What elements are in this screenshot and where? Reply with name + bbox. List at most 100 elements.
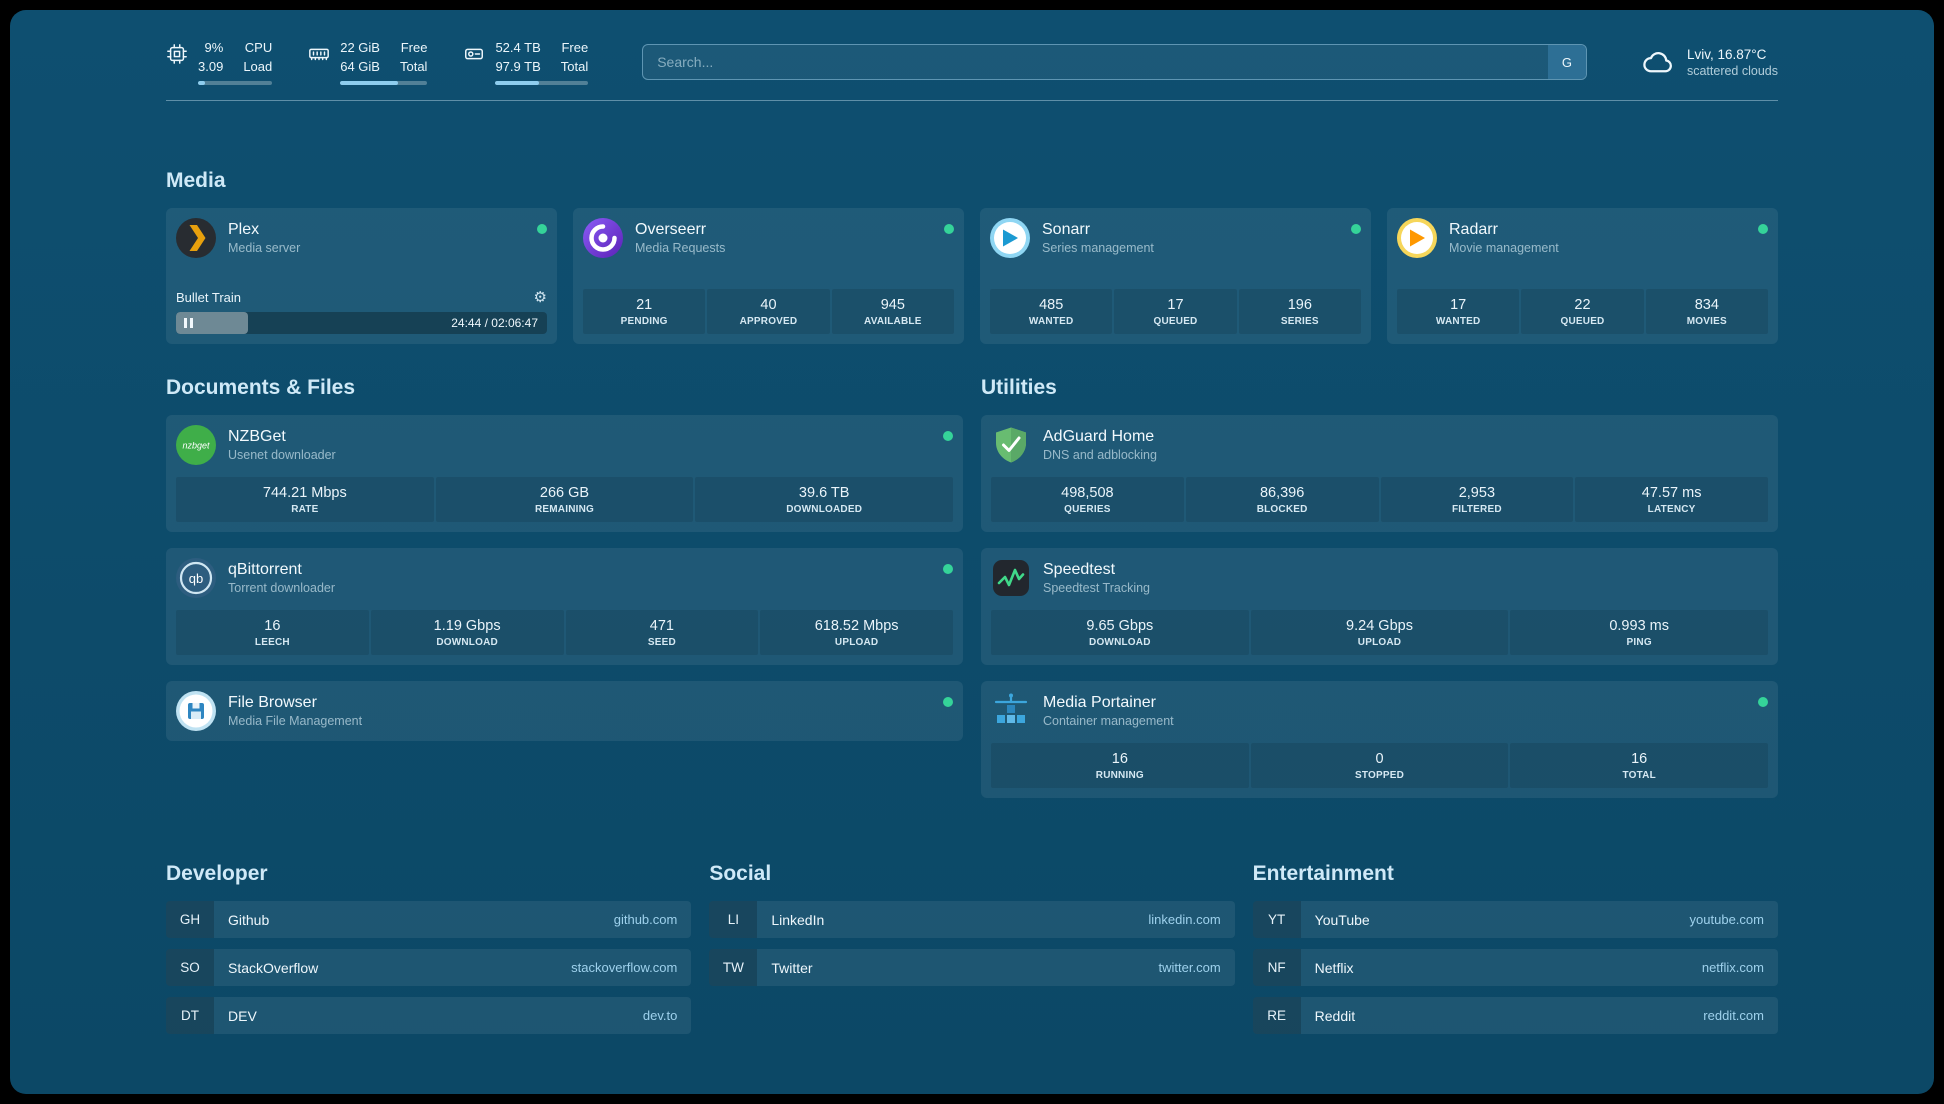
service-name: Plex xyxy=(228,221,260,238)
bookmark-name: Reddit xyxy=(1314,1007,1356,1024)
service-card-speedtest[interactable]: Speedtest Speedtest Tracking 9.65 Gbps D… xyxy=(981,548,1778,665)
bookmark-netflix[interactable]: NF Netflix netflix.com xyxy=(1252,949,1778,986)
service-name: NZBGet xyxy=(228,428,286,445)
memory-labels: Free Total xyxy=(400,39,427,77)
section-title-media: Media xyxy=(166,169,226,192)
service-description: Media File Management xyxy=(228,714,363,728)
status-dot xyxy=(943,431,953,441)
disk-labels: Free Total xyxy=(561,39,588,77)
stat: 196 SERIES xyxy=(1238,289,1361,334)
bookmark-name: YouTube xyxy=(1314,911,1370,928)
search-input[interactable] xyxy=(642,44,1587,80)
service-name: Sonarr xyxy=(1042,221,1091,238)
memory-free-label: Free xyxy=(400,40,428,56)
stat: 0.993 ms PING xyxy=(1510,610,1769,655)
bookmark-youtube[interactable]: YT YouTube youtube.com xyxy=(1252,901,1778,938)
bookmark-domain: netflix.com xyxy=(1701,960,1764,975)
service-stats: 744.21 Mbps RATE 266 GB REMAINING 39.6 T… xyxy=(176,477,954,522)
memory-total: 64 GiB xyxy=(340,59,380,74)
weather-condition: scattered clouds xyxy=(1686,63,1778,78)
developer-section: Developer GH Github github.com SO StackO… xyxy=(166,862,692,1034)
gear-icon[interactable]: ⚙ xyxy=(533,289,547,306)
sonarr-icon xyxy=(990,218,1030,258)
stat: 945 AVAILABLE xyxy=(831,289,954,334)
service-card-file-browser[interactable]: File Browser Media File Management xyxy=(166,681,963,741)
overseerr-icon xyxy=(583,218,623,258)
stat: 498,508 QUERIES xyxy=(991,477,1184,522)
bookmark-reddit[interactable]: RE Reddit reddit.com xyxy=(1252,997,1778,1034)
now-playing-title: Bullet Train xyxy=(176,290,242,305)
service-card-media-portainer[interactable]: Media Portainer Container management 16 … xyxy=(981,681,1778,798)
bookmark-domain: github.com xyxy=(613,912,678,927)
service-card-overseerr[interactable]: Overseerr Media Requests 21 PENDING 40 A… xyxy=(573,208,964,344)
service-card-plex[interactable]: Plex Media server Bullet Train ⚙ 24:44 /… xyxy=(166,208,557,344)
service-stats: 16 RUNNING 0 STOPPED 16 TOTAL xyxy=(991,743,1769,788)
service-name: File Browser xyxy=(228,694,317,711)
memory-progress-bar xyxy=(340,80,428,85)
service-card-radarr[interactable]: Radarr Movie management 17 WANTED 22 QUE… xyxy=(1387,208,1778,344)
bookmark-linkedin[interactable]: LI LinkedIn linkedin.com xyxy=(709,901,1235,938)
topbar-divider xyxy=(166,100,1778,101)
service-description: Media Requests xyxy=(635,241,726,255)
bookmark-name: Twitter xyxy=(771,959,813,976)
bookmark-abbr: GH xyxy=(166,901,214,938)
service-card-nzbget[interactable]: nzbget NZBGet Usenet downloader 744.21 M… xyxy=(166,415,963,532)
cpu-progress-bar xyxy=(198,80,273,85)
playback-progress-bar[interactable]: 24:44 / 02:06:47 xyxy=(176,312,547,334)
memory-total-label: Total xyxy=(399,59,428,74)
memory-free: 22 GiB xyxy=(340,40,380,56)
bookmark-name: StackOverflow xyxy=(228,959,319,976)
cpu-usage: 9% xyxy=(204,40,224,56)
section-title-documents: Documents & Files xyxy=(166,376,356,399)
status-dot xyxy=(943,697,953,707)
stat: 16 TOTAL xyxy=(1510,743,1769,788)
topbar: 9% 3.09 CPU Load xyxy=(166,39,1778,85)
status-dot xyxy=(1758,224,1768,234)
status-dot xyxy=(1351,224,1361,234)
bookmark-abbr: LI xyxy=(709,901,758,938)
svg-text:nzbget: nzbget xyxy=(182,441,210,451)
bookmark-abbr: SO xyxy=(166,949,214,986)
disk-icon xyxy=(463,39,485,65)
cpu-load-label: Load xyxy=(243,59,273,74)
bookmark-dev[interactable]: DT DEV dev.to xyxy=(166,997,692,1034)
service-name: Speedtest xyxy=(1043,561,1116,578)
status-dot xyxy=(537,224,547,234)
bookmark-twitter[interactable]: TW Twitter twitter.com xyxy=(709,949,1235,986)
adguard-icon xyxy=(991,425,1031,465)
status-dot xyxy=(1758,697,1768,707)
bookmarks-sections: Developer GH Github github.com SO StackO… xyxy=(166,862,1778,1034)
bookmark-stackoverflow[interactable]: SO StackOverflow stackoverflow.com xyxy=(166,949,692,986)
status-dot xyxy=(944,224,954,234)
bookmark-github[interactable]: GH Github github.com xyxy=(166,901,692,938)
file-browser-icon xyxy=(176,691,216,731)
cpu-widget: 9% 3.09 CPU Load xyxy=(166,39,273,85)
bookmark-domain: reddit.com xyxy=(1703,1008,1764,1023)
weather-location-temp: Lviv, 16.87°C xyxy=(1686,46,1767,62)
disk-total: 97.9 TB xyxy=(495,59,541,74)
service-card-sonarr[interactable]: Sonarr Series management 485 WANTED 17 Q… xyxy=(980,208,1371,344)
service-description: Container management xyxy=(1043,714,1174,728)
stat: 471 SEED xyxy=(565,610,759,655)
bookmark-domain: twitter.com xyxy=(1158,960,1221,975)
stat: 2,953 FILTERED xyxy=(1380,477,1574,522)
stat: 9.24 Gbps UPLOAD xyxy=(1250,610,1509,655)
stat: 618.52 Mbps UPLOAD xyxy=(760,610,953,655)
bookmark-name: LinkedIn xyxy=(771,911,825,928)
weather-widget: Lviv, 16.87°C scattered clouds xyxy=(1641,45,1778,79)
service-card-qbittorrent[interactable]: qb qBittorrent Torrent downloader 16 LEE… xyxy=(166,548,963,665)
disk-progress-bar xyxy=(495,80,589,85)
service-stats: 498,508 QUERIES 86,396 BLOCKED 2,953 FIL… xyxy=(991,477,1768,522)
service-card-adguard-home[interactable]: AdGuard Home DNS and adblocking 498,508 … xyxy=(981,415,1778,532)
bookmark-abbr: DT xyxy=(166,997,214,1034)
section-title-social: Social xyxy=(709,862,772,885)
bookmark-abbr: TW xyxy=(709,949,758,986)
status-dot xyxy=(943,564,953,574)
pause-icon[interactable] xyxy=(184,318,193,328)
stat: 485 WANTED xyxy=(990,289,1113,334)
service-name: Radarr xyxy=(1449,221,1498,238)
search-provider-button[interactable]: G xyxy=(1547,45,1586,79)
service-description: Series management xyxy=(1042,241,1154,255)
service-stats: 21 PENDING 40 APPROVED 945 AVAILABLE xyxy=(583,289,954,334)
